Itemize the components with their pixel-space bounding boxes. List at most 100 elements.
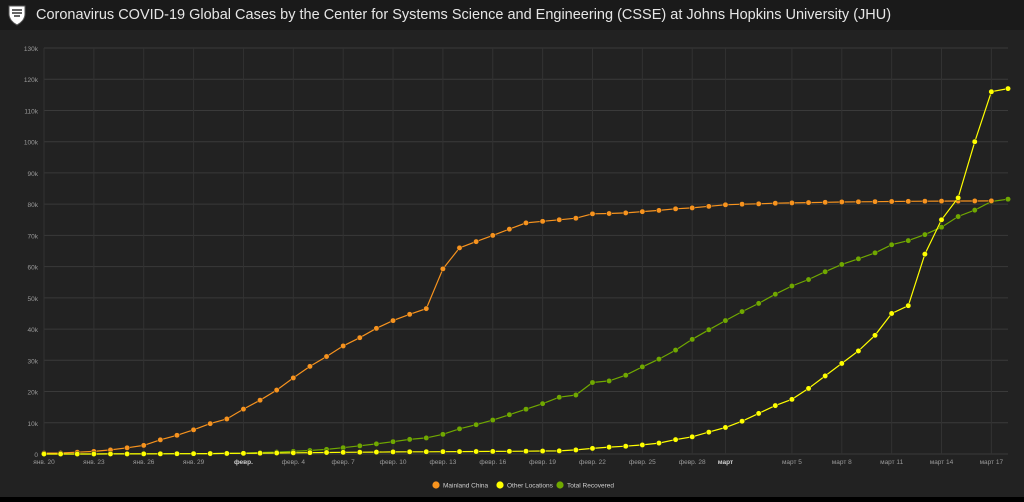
data-point (639, 363, 646, 370)
data-point (489, 448, 496, 455)
x-tick-label: март 8 (832, 459, 852, 466)
data-point (506, 226, 513, 233)
data-point (838, 261, 845, 268)
data-point (157, 436, 164, 443)
x-tick-label: февр. 25 (629, 459, 656, 466)
data-point (872, 198, 878, 205)
y-axis-ticks: 0 10k 20k 30k 40k 50k 60k 70k 80k 90k 100k 110k 120k… (24, 46, 39, 459)
data-point (639, 208, 646, 215)
data-point (406, 448, 413, 455)
data-point (340, 449, 347, 456)
data-point (506, 448, 513, 455)
data-point (390, 317, 396, 324)
data-point (689, 433, 696, 440)
data-point (656, 440, 662, 447)
data-point (390, 448, 396, 455)
data-point (838, 199, 845, 205)
x-tick-label: март (718, 459, 733, 466)
data-point (207, 420, 214, 427)
data-point (589, 210, 596, 217)
data-point (456, 244, 463, 251)
data-point (140, 442, 147, 449)
data-point (822, 268, 829, 275)
data-point (223, 450, 230, 457)
data-point (323, 449, 330, 456)
data-point (240, 406, 247, 413)
data-point (556, 216, 563, 223)
data-point (290, 374, 297, 381)
data-point (971, 207, 978, 214)
data-point (639, 441, 646, 448)
legend-label: Other Locations (507, 483, 554, 490)
data-point (905, 302, 912, 309)
chart-panel: 0 10k 20k 30k 40k 50k 60k 70k 80k 90k 100k 110k 120k… (0, 30, 1024, 497)
data-point (323, 353, 330, 360)
data-point (290, 449, 297, 456)
x-tick-label: янв. 29 (183, 459, 205, 466)
data-point (473, 238, 480, 245)
data-point (107, 450, 114, 457)
data-point (606, 444, 613, 451)
data-point (489, 417, 496, 424)
data-point (523, 406, 529, 413)
data-point (572, 392, 579, 398)
x-tick-label: февр. 7 (332, 459, 356, 466)
data-point (672, 436, 679, 443)
data-point (74, 451, 81, 457)
data-point (356, 449, 363, 456)
university-shield-icon (8, 5, 26, 26)
data-point (971, 138, 978, 145)
data-point (340, 342, 347, 349)
y-tick-label: 20k (28, 390, 39, 397)
data-point (938, 216, 945, 223)
legend-marker (556, 481, 564, 489)
data-point (872, 249, 878, 256)
data-point (1005, 85, 1011, 92)
data-point (705, 429, 712, 436)
data-point (556, 394, 563, 401)
data-point (805, 385, 812, 392)
data-point (772, 291, 779, 298)
data-point (705, 203, 712, 210)
data-point (622, 372, 629, 379)
data-point (257, 450, 264, 457)
data-point (157, 450, 164, 457)
x-tick-label: февр. 4 (282, 459, 306, 466)
data-point (41, 451, 47, 457)
legend-marker (496, 481, 504, 489)
data-point (838, 360, 845, 367)
data-point (622, 209, 629, 216)
data-point (423, 305, 430, 312)
data-point (888, 198, 895, 205)
data-point (606, 210, 613, 217)
legend-marker (432, 481, 440, 489)
y-tick-label: 80k (28, 202, 39, 209)
data-point (539, 218, 546, 225)
data-point (921, 198, 928, 205)
data-point (390, 438, 396, 445)
data-point (805, 199, 812, 206)
data-point (739, 201, 746, 208)
series-group (41, 85, 1011, 457)
data-point (656, 356, 662, 363)
y-tick-label: 50k (28, 296, 39, 303)
data-point (722, 317, 729, 324)
data-point (755, 410, 762, 417)
y-tick-label: 110k (24, 108, 38, 115)
y-tick-label: 120k (24, 77, 39, 84)
data-point (556, 447, 563, 454)
data-point (672, 205, 679, 212)
data-point (456, 425, 463, 432)
data-point (788, 199, 795, 206)
data-point (739, 308, 746, 315)
data-point (589, 445, 596, 452)
data-point (722, 201, 729, 208)
data-point (456, 448, 463, 455)
data-point (473, 421, 480, 428)
legend: Mainland China Other Locations Total Recov… (432, 481, 614, 490)
data-point (174, 450, 180, 457)
data-point (689, 204, 696, 211)
legend-label: Mainland China (443, 483, 489, 490)
x-axis-ticks: янв. 20 янв. 23 янв. 26 янв. 29 февр. февр. 4… (33, 459, 1003, 466)
data-point (439, 431, 446, 438)
